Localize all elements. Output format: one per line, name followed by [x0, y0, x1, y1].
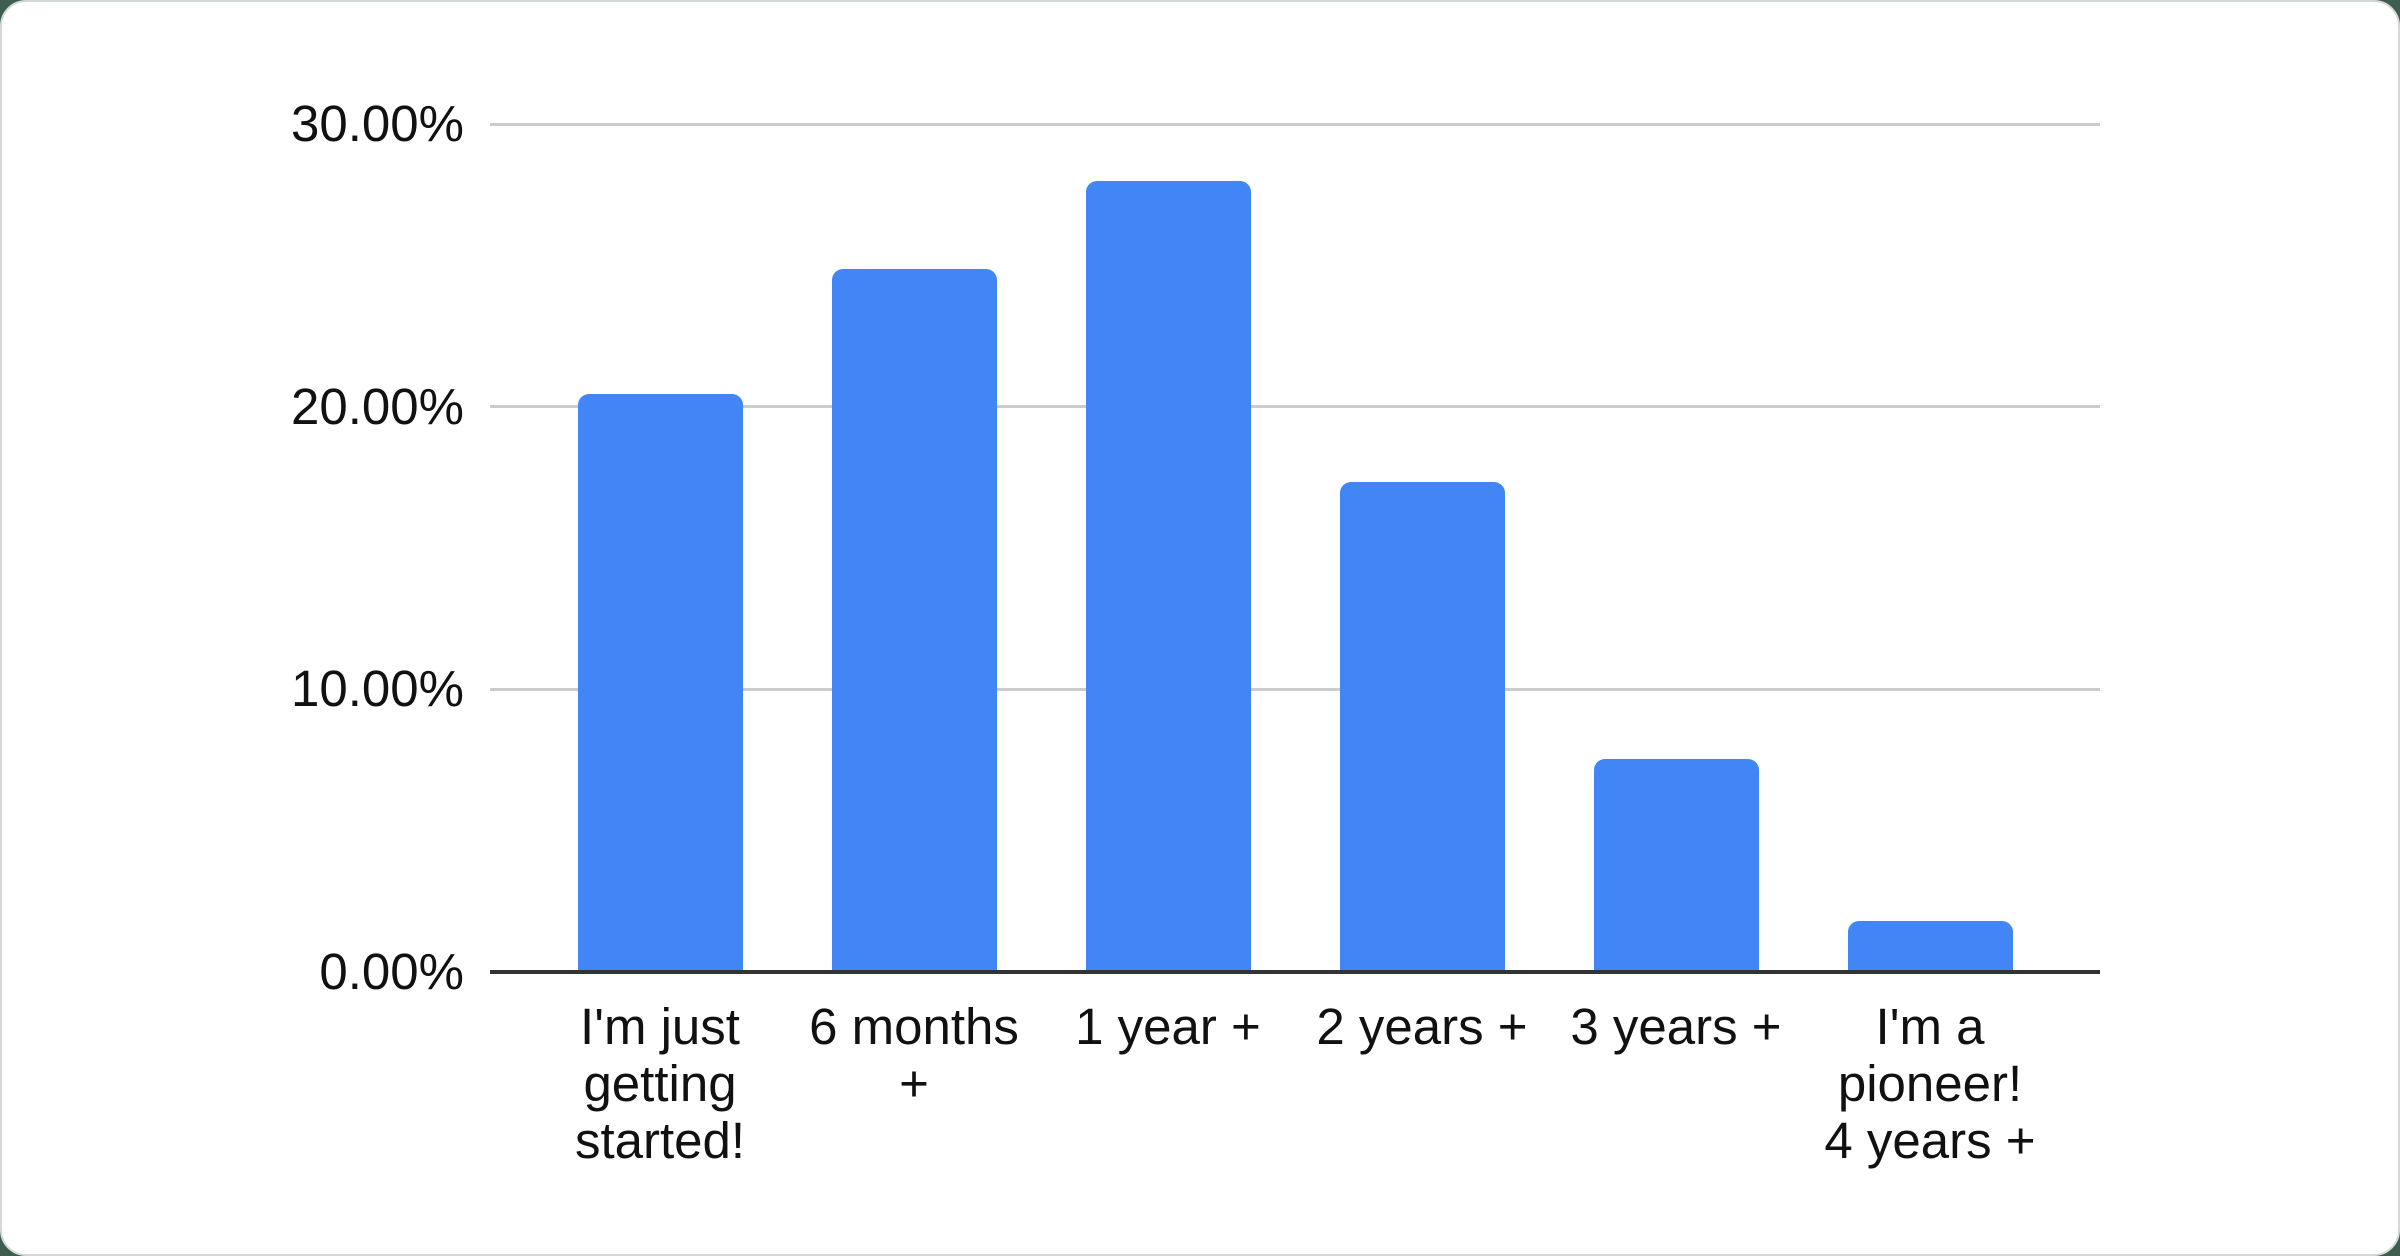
y-axis-tick-label: 0.00% — [319, 943, 464, 1000]
plot-area — [490, 124, 2100, 972]
bar-2[interactable] — [831, 269, 997, 972]
x-axis-category-label: I'm just getting started! — [574, 998, 746, 1169]
gridline — [490, 687, 2100, 691]
bar-4[interactable] — [1339, 482, 1505, 972]
bar-3[interactable] — [1085, 181, 1251, 972]
y-axis-tick-label: 30.00% — [291, 95, 464, 152]
gridline — [490, 405, 2100, 409]
x-axis-category-label: 2 years + — [1316, 998, 1528, 1055]
bar-6[interactable] — [1847, 921, 2013, 972]
x-axis-baseline — [490, 970, 2100, 974]
x-axis: I'm just getting started! 6 months + 1 year +… — [490, 998, 2100, 1169]
x-axis-category-label: 6 months + — [809, 998, 1019, 1112]
x-axis-category-label: 3 years + — [1570, 998, 1782, 1055]
y-axis-tick-label: 10.00% — [291, 660, 464, 718]
bar-5[interactable] — [1593, 759, 1759, 972]
gridline — [490, 122, 2100, 126]
bar-1[interactable] — [577, 394, 743, 972]
y-axis-tick-label: 20.00% — [291, 377, 464, 435]
x-axis-category-label: I'm a pioneer! 4 years + — [1824, 998, 2036, 1169]
x-axis-category-label: 1 year + — [1075, 998, 1261, 1055]
